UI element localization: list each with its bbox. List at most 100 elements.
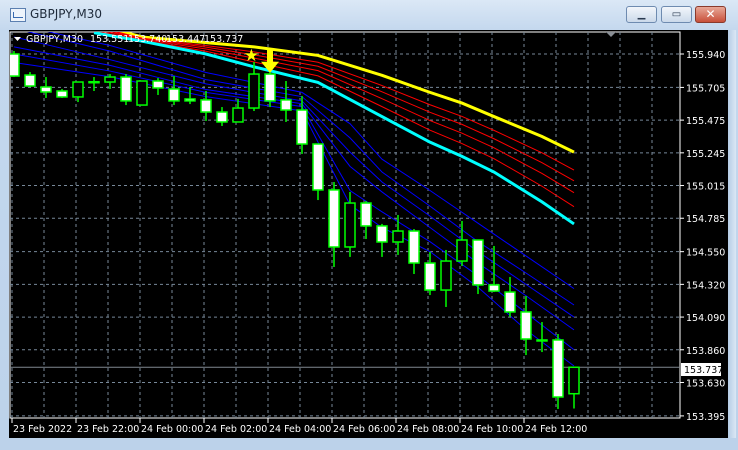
bear-candle-body xyxy=(552,339,564,398)
y-tick-label: 153.395 xyxy=(686,412,725,423)
plot-frame xyxy=(9,31,681,419)
candle xyxy=(408,229,420,274)
candle xyxy=(392,214,404,255)
chart-window-icon xyxy=(10,8,26,22)
signals: ★ xyxy=(244,46,279,73)
bull-candle-body xyxy=(232,107,244,123)
x-tick-label: 24 Feb 10:00 xyxy=(461,424,523,435)
y-tick-label: 155.015 xyxy=(686,182,725,193)
legend-dropdown-icon[interactable] xyxy=(14,37,21,41)
x-tick-label: 23 Feb 2022 xyxy=(13,424,72,435)
time-axis[interactable]: 23 Feb 2022 23 Feb 22:00 24 Feb 00:00 24 Fe… xyxy=(11,418,587,435)
candle xyxy=(104,74,116,89)
x-tick-label: 24 Feb 04:00 xyxy=(269,424,331,435)
y-tick-label: 154.550 xyxy=(686,248,725,259)
maximize-icon: ▭ xyxy=(671,9,682,20)
legend-high: 153.740 xyxy=(128,34,167,45)
bull-candle-body xyxy=(440,260,452,291)
legend-symbol: GBPJPY,M30 xyxy=(26,34,83,45)
legend-low: 153.447 xyxy=(166,34,205,45)
candles xyxy=(10,51,580,409)
bear-candle-body xyxy=(408,230,420,264)
red-lines-series xyxy=(105,32,575,194)
bull-candle-body xyxy=(344,202,356,248)
x-tick-label: 24 Feb 06:00 xyxy=(333,424,395,435)
candle xyxy=(216,107,228,126)
candle xyxy=(504,276,516,317)
bull-candle-body xyxy=(392,230,404,243)
candle xyxy=(440,249,452,307)
candle xyxy=(568,366,580,409)
candle xyxy=(232,98,244,123)
bull-candle-body xyxy=(456,239,468,262)
bear-candle-body xyxy=(168,88,180,102)
title-bar[interactable]: GBPJPY,M30 ▁ ▭ ✕ xyxy=(0,0,738,28)
bull-candle-body xyxy=(136,80,148,106)
y-tick-label: 154.320 xyxy=(686,280,725,291)
candle xyxy=(472,239,484,295)
minimize-icon: ▁ xyxy=(637,9,646,20)
bear-candle-body xyxy=(360,202,372,227)
legend-open: 153.551 xyxy=(90,34,129,45)
bear-candle-body xyxy=(40,86,52,93)
candle xyxy=(424,251,436,296)
bear-candle-body xyxy=(328,189,340,248)
candle xyxy=(280,81,292,122)
bull-candle-body xyxy=(104,76,116,83)
bear-candle-body xyxy=(424,262,436,291)
candle xyxy=(168,76,180,106)
candle xyxy=(296,95,308,154)
bull-candle-body xyxy=(72,81,84,98)
candle xyxy=(56,88,68,98)
bull-candle-body xyxy=(536,339,548,342)
current-price-label: 153.737 xyxy=(681,363,723,376)
blue-lines-series xyxy=(27,32,575,306)
candle xyxy=(536,322,548,353)
bear-candle-body xyxy=(216,111,228,123)
bear-candle-body xyxy=(504,291,516,313)
window-right-edge xyxy=(728,30,736,438)
candle xyxy=(312,143,324,201)
red-lines-series xyxy=(115,32,575,171)
candle xyxy=(40,77,52,98)
down-arrow-icon xyxy=(261,49,279,73)
bear-candle-body xyxy=(120,76,132,102)
candle xyxy=(552,333,564,409)
minimize-button[interactable]: ▁ xyxy=(626,6,657,23)
chart-shift-marker[interactable] xyxy=(606,32,616,37)
price-axis[interactable]: 155.940 155.705 155.475 155.245 155.015 154.7… xyxy=(680,50,725,423)
red-lines-series xyxy=(111,32,575,182)
candle xyxy=(136,80,148,106)
yellow-line-series xyxy=(117,32,575,154)
candle xyxy=(152,78,164,95)
candle xyxy=(24,72,36,87)
candle xyxy=(360,201,372,240)
candle xyxy=(88,77,100,91)
candle xyxy=(184,86,196,105)
bear-candle-body xyxy=(56,90,68,98)
candle xyxy=(248,61,260,112)
y-tick-label: 155.940 xyxy=(686,50,725,61)
bull-candle-body xyxy=(88,80,100,84)
bear-candle-body xyxy=(10,53,20,77)
y-tick-label: 155.705 xyxy=(686,83,725,94)
window-title: GBPJPY,M30 xyxy=(30,7,103,21)
candle xyxy=(10,51,20,78)
close-icon: ✕ xyxy=(705,7,716,21)
candle xyxy=(488,245,500,293)
current-price-text: 153.737 xyxy=(684,365,723,376)
candle xyxy=(456,220,468,267)
candle xyxy=(344,191,356,257)
bear-candle-body xyxy=(200,99,212,113)
red-lines-series xyxy=(98,32,575,208)
legend-close: 153.737 xyxy=(204,34,243,45)
bear-candle-body xyxy=(184,98,196,102)
y-tick-label: 155.245 xyxy=(686,149,725,160)
maximize-button[interactable]: ▭ xyxy=(661,6,692,23)
x-tick-label: 24 Feb 02:00 xyxy=(205,424,267,435)
candle xyxy=(520,296,532,356)
candle xyxy=(264,71,276,108)
close-button[interactable]: ✕ xyxy=(695,6,726,23)
